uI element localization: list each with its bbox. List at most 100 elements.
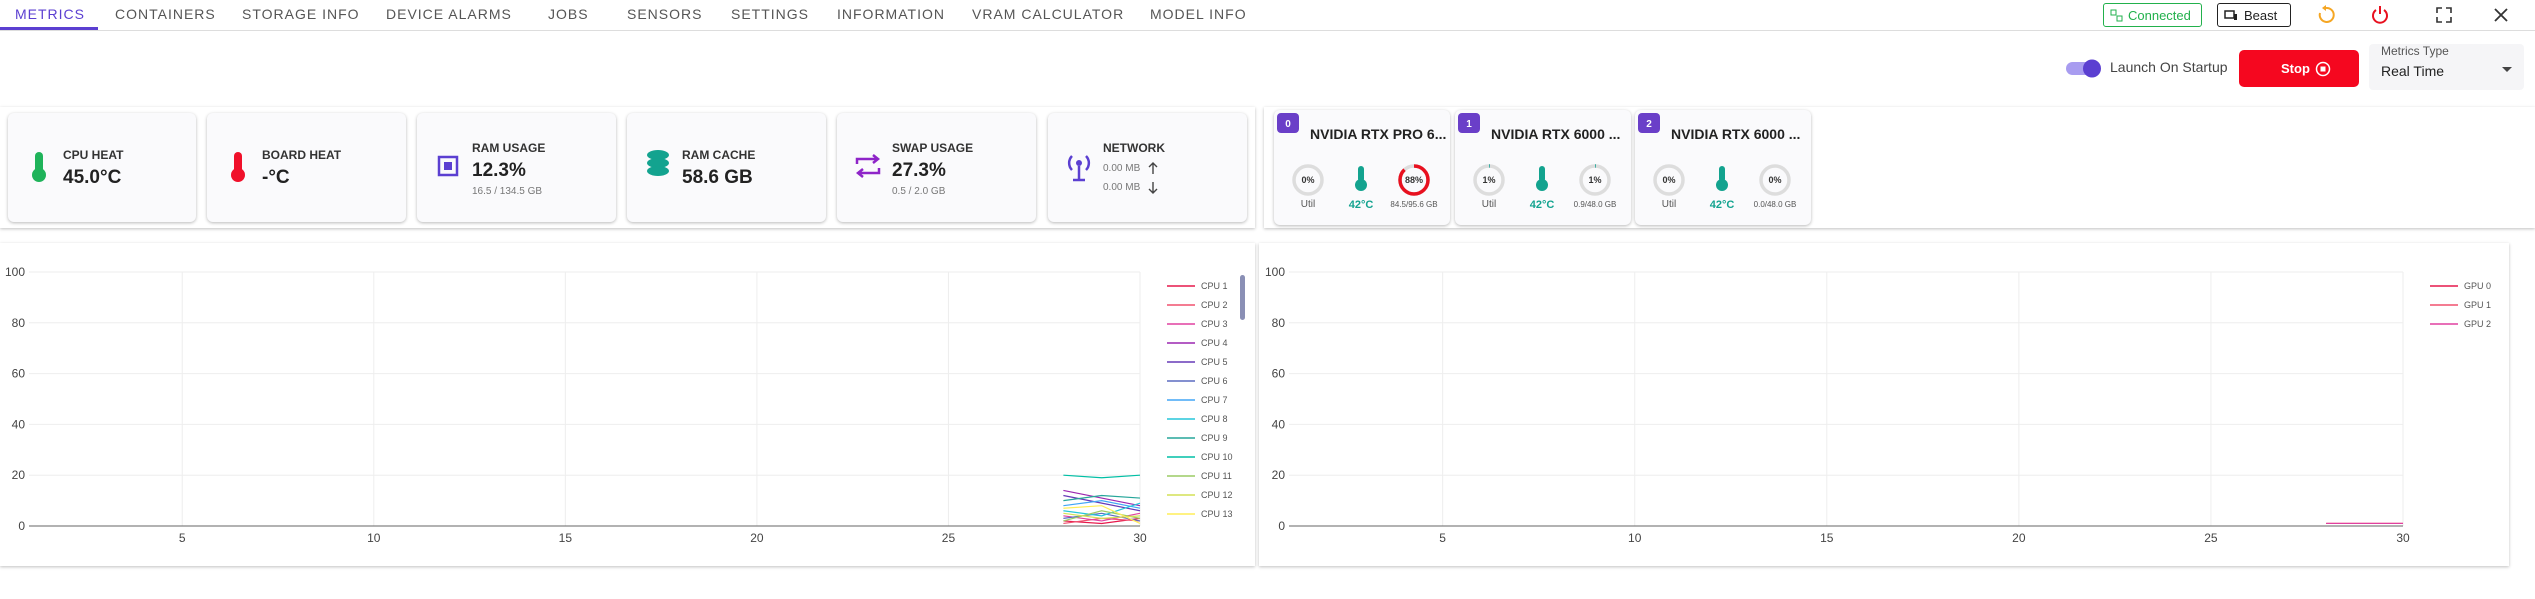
card-label: RAM CACHE bbox=[682, 148, 756, 162]
memory-gauge-arc bbox=[1579, 164, 1611, 196]
legend-label: CPU 4 bbox=[1201, 338, 1228, 348]
active-tab-indicator bbox=[0, 27, 98, 30]
series-line bbox=[1063, 494, 1141, 512]
network-down: 0.00 MB bbox=[1103, 182, 1141, 193]
gpu-card: 0 NVIDIA RTX PRO 6... 0% Util 42°C 88% 84.5/95… bbox=[1274, 110, 1450, 225]
memory-text: 0.0/48.0 GB bbox=[1754, 200, 1797, 209]
card-sub: 16.5 / 134.5 GB bbox=[472, 186, 543, 197]
gpu-index-badge bbox=[1277, 113, 1299, 133]
gpu-chart: 0 20 40 60 80 100 5 10 15 20 25 30 GPU 0 GPU 1 GPU 2 bbox=[1265, 265, 2491, 545]
icon-shape bbox=[32, 168, 46, 182]
legend-label: GPU 0 bbox=[2464, 281, 2491, 291]
gpu-card-graphics: 2 NVIDIA RTX 6000 ... 0% Util 42°C 0% 0.0/48.0… bbox=[1638, 113, 1800, 211]
status-text: Connected bbox=[2128, 8, 2191, 23]
nav-tab[interactable]: SENSORS bbox=[627, 6, 703, 22]
status-chip[interactable]: Connected bbox=[2103, 3, 2202, 27]
y-tick-label: 40 bbox=[12, 417, 26, 431]
select-arrow bbox=[2502, 67, 2512, 72]
legend-label: CPU 1 bbox=[1201, 281, 1228, 291]
icon-shape bbox=[647, 150, 669, 160]
series-line bbox=[1063, 494, 1141, 502]
legend-label: CPU 10 bbox=[1201, 452, 1233, 462]
icon-shape bbox=[437, 155, 459, 177]
series-line bbox=[1063, 512, 1141, 522]
legend-label: CPU 3 bbox=[1201, 319, 1228, 329]
memory-gauge-label: 88% bbox=[1405, 175, 1423, 185]
legend-label: CPU 11 bbox=[1201, 471, 1232, 481]
icon-shape bbox=[647, 158, 669, 168]
gpu-index-badge bbox=[1458, 113, 1480, 133]
legend-label: CPU 12 bbox=[1201, 490, 1233, 500]
card-icon bbox=[1067, 155, 1091, 182]
thermo-bulb bbox=[1716, 179, 1728, 191]
memory-gauge-label: 0% bbox=[1768, 175, 1781, 185]
metrics-type-select[interactable]: Metrics Type Real Time bbox=[2369, 44, 2524, 90]
stop-text: Stop bbox=[2281, 61, 2310, 76]
card-icon bbox=[855, 154, 881, 178]
y-tick-label: 60 bbox=[1272, 367, 1286, 381]
x-tick-label: 20 bbox=[750, 531, 764, 545]
nav-tab[interactable]: MODEL INFO bbox=[1150, 6, 1247, 22]
util-gauge-track bbox=[1653, 164, 1685, 196]
icon-shape bbox=[1076, 160, 1082, 166]
x-tick-label: 15 bbox=[559, 531, 573, 545]
gpu-index: 1 bbox=[1466, 119, 1472, 130]
metric-card: CPU HEAT 45.0°C bbox=[8, 113, 196, 222]
y-tick-label: 20 bbox=[12, 468, 26, 482]
launch-label: Launch On Startup bbox=[2110, 59, 2228, 75]
card-label: SWAP USAGE bbox=[892, 141, 974, 155]
power-button[interactable] bbox=[2370, 4, 2390, 26]
legend-label: CPU 9 bbox=[1201, 433, 1228, 443]
nav-tab[interactable]: JOBS bbox=[548, 6, 589, 22]
thermo-stem bbox=[1358, 166, 1364, 182]
card-icon bbox=[32, 152, 46, 182]
restart-button[interactable] bbox=[2316, 4, 2336, 26]
y-tick-label: 80 bbox=[1272, 316, 1286, 330]
arrow bbox=[1148, 162, 1158, 194]
stop-button[interactable]: Stop bbox=[2239, 50, 2359, 87]
y-tick-label: 0 bbox=[18, 519, 25, 533]
nav-divider bbox=[0, 30, 2535, 31]
close-button[interactable] bbox=[2492, 6, 2510, 24]
legend-label: CPU 8 bbox=[1201, 414, 1228, 424]
x-tick-label: 10 bbox=[367, 531, 381, 545]
icon-shape bbox=[855, 154, 881, 178]
nav-tab[interactable]: DEVICE ALARMS bbox=[386, 6, 512, 22]
fullscreen-button[interactable] bbox=[2435, 6, 2453, 24]
series-line bbox=[1063, 505, 1141, 525]
legend-label: CPU 5 bbox=[1201, 357, 1228, 367]
nav-tab[interactable]: INFORMATION bbox=[837, 6, 945, 22]
util-gauge-label: 1% bbox=[1482, 175, 1495, 185]
gpu-temp: 42°C bbox=[1530, 199, 1555, 211]
nav-tab[interactable]: METRICS bbox=[15, 6, 85, 22]
nav-tab[interactable]: STORAGE INFO bbox=[242, 6, 360, 22]
metric-card: NETWORK 0.00 MB 0.00 MB bbox=[1048, 113, 1247, 222]
x-tick-label: 15 bbox=[1820, 531, 1834, 545]
gpu-index-badge bbox=[1638, 113, 1660, 133]
card-label: NETWORK bbox=[1103, 141, 1165, 155]
thermo-bulb bbox=[1536, 179, 1548, 191]
card-icon bbox=[437, 155, 459, 177]
memory-gauge-arc bbox=[1398, 164, 1430, 196]
host-icon bbox=[2224, 10, 2237, 20]
legend-label: GPU 2 bbox=[2464, 319, 2491, 329]
util-caption: Util bbox=[1662, 199, 1676, 210]
nav-tab[interactable]: CONTAINERS bbox=[115, 6, 216, 22]
memory-text: 0.9/48.0 GB bbox=[1574, 200, 1617, 209]
metric-card: BOARD HEAT -°C bbox=[207, 113, 406, 222]
series-line bbox=[1063, 502, 1141, 517]
icon-shape bbox=[1067, 155, 1091, 182]
cpu-chart-panel: 0 20 40 60 80 100 5 10 15 20 25 30 CPU 1 CPU 2 CPU 3 CP… bbox=[0, 243, 1255, 566]
gpu-card-graphics: 0 NVIDIA RTX PRO 6... 0% Util 42°C 88% 84.5/95… bbox=[1277, 113, 1446, 211]
gpu-name: NVIDIA RTX 6000 ... bbox=[1671, 126, 1800, 142]
x-tick-label: 25 bbox=[2204, 531, 2218, 545]
series-line bbox=[1063, 499, 1141, 509]
host-chip[interactable]: Beast bbox=[2217, 3, 2291, 27]
nav-tab[interactable]: VRAM CALCULATOR bbox=[972, 6, 1125, 22]
x-tick-label: 25 bbox=[942, 531, 956, 545]
nav-tab[interactable]: SETTINGS bbox=[731, 6, 810, 22]
legend-label: CPU 6 bbox=[1201, 376, 1228, 386]
launch-toggle[interactable] bbox=[2064, 58, 2104, 78]
x-tick-label: 30 bbox=[1133, 531, 1147, 545]
